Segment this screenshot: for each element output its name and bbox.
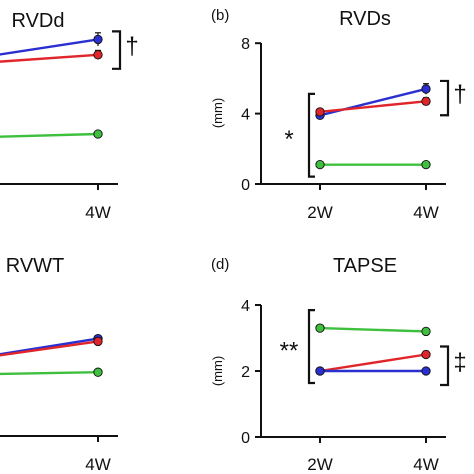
data-point-green [421, 326, 431, 337]
significance-marker: * [284, 126, 293, 153]
panel-title: RVDs [339, 8, 391, 30]
data-point-red [421, 96, 431, 106]
data-point-red [421, 349, 431, 360]
panel-title: RVWT [6, 255, 65, 277]
panel-d: TAPSE (d) 0 2 4 (mm) 2W 4W ** ‡ [210, 255, 467, 474]
x-tick-label: 4W [85, 455, 111, 474]
data-point-blue [421, 84, 431, 94]
panel-title: TAPSE [333, 255, 397, 277]
x-tick-label: 4W [413, 203, 439, 222]
significance-bracket [307, 92, 315, 178]
significance-bracket [112, 30, 122, 70]
data-point-green [93, 129, 103, 139]
series-line-green [0, 371, 99, 376]
panel-label: (d) [211, 256, 229, 273]
data-point-green [315, 323, 325, 333]
series-line-blue [0, 337, 99, 356]
data-point-red [315, 107, 325, 117]
series-line-green [0, 132, 99, 138]
y-tick-label: 4 [241, 298, 250, 315]
panel-a: RVDd 4W † [0, 10, 139, 222]
significance-bracket [440, 79, 450, 117]
x-tick-label: 2W [307, 455, 333, 474]
series-line-red [319, 100, 427, 114]
data-point-blue [315, 366, 325, 376]
y-tick-label: 2 [241, 364, 250, 381]
data-point-blue [421, 366, 431, 376]
significance-bracket [307, 309, 315, 385]
significance-bracket [440, 345, 450, 387]
panel-b: RVDs (b) 0 4 8 (mm) 2W 4W * † [210, 7, 467, 222]
series-line-blue [0, 38, 99, 56]
data-point-blue [93, 34, 103, 45]
y-tick-label: 8 [241, 36, 250, 53]
panel-c: RVWT 4W [0, 255, 118, 474]
significance-marker: ‡ [453, 349, 466, 376]
x-tick-label: 4W [413, 455, 439, 474]
y-tick-label: 4 [241, 107, 250, 124]
data-point-green [93, 367, 103, 377]
data-point-green [315, 159, 325, 170]
data-point-green [421, 159, 431, 170]
significance-marker: † [125, 33, 138, 60]
y-axis-label: (mm) [210, 98, 225, 128]
panel-label: (b) [211, 7, 229, 24]
y-axis-label: (mm) [210, 356, 225, 386]
data-point-red [93, 50, 103, 60]
y-tick-label: 0 [241, 430, 250, 447]
y-tick-label: 0 [241, 177, 250, 194]
series-line-green [319, 326, 427, 333]
series-line-red [0, 340, 99, 357]
series-line-red [0, 53, 99, 63]
x-tick-label: 2W [307, 203, 333, 222]
x-tick-label: 4W [85, 203, 111, 222]
series-line-red [319, 353, 427, 373]
data-point-red [93, 336, 103, 347]
significance-marker: ** [280, 338, 299, 365]
significance-marker: † [453, 81, 466, 108]
panel-title: RVDd [12, 10, 65, 32]
